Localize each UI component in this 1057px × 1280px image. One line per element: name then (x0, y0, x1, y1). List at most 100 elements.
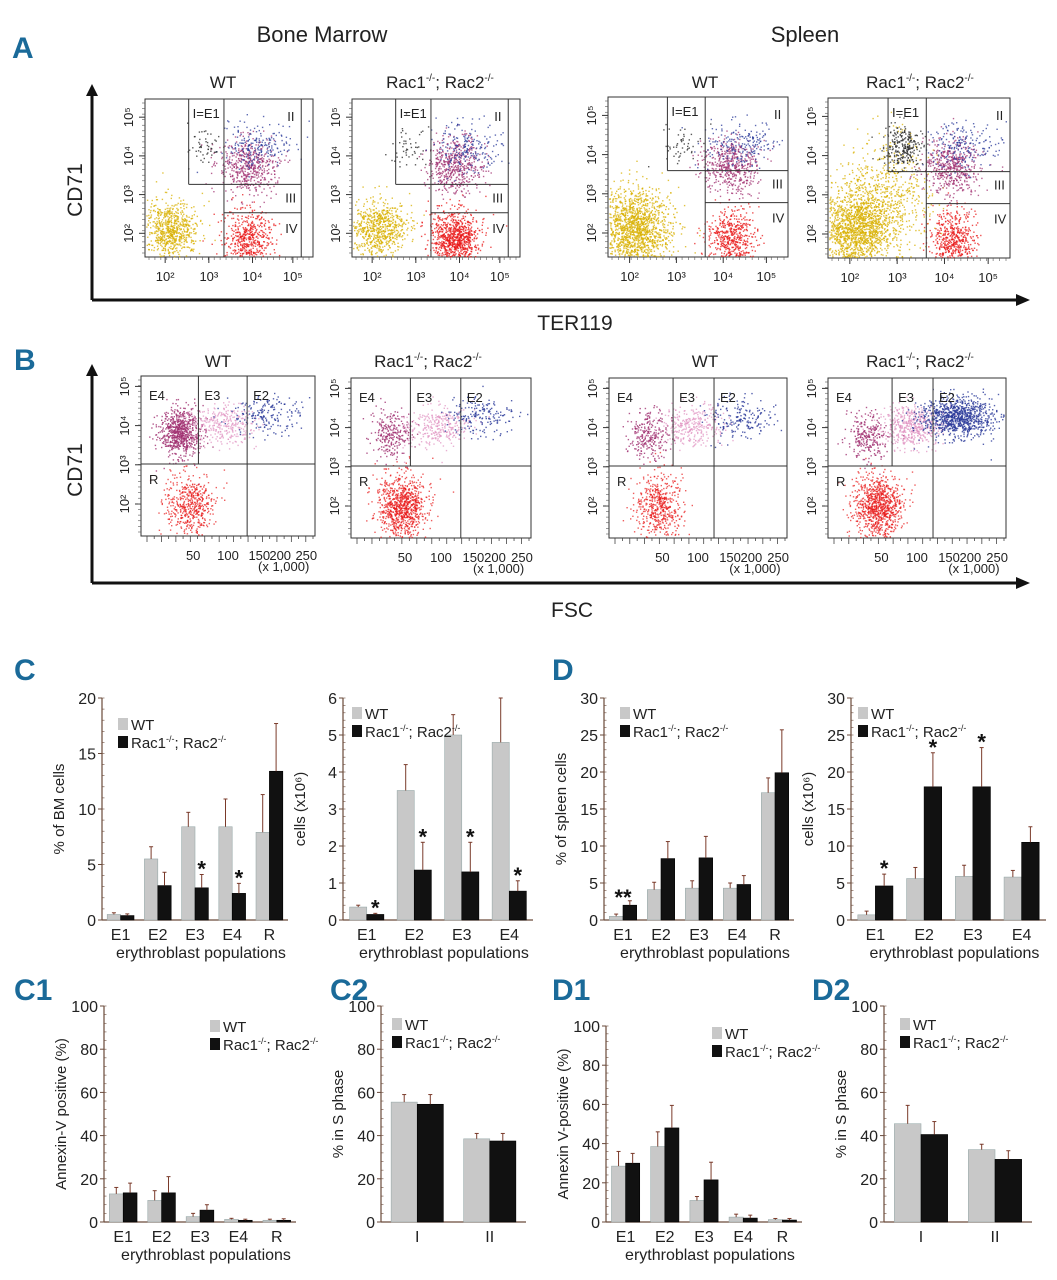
bar-E3-ko (194, 887, 209, 921)
y-tick-label: 5 (328, 728, 337, 745)
legend-label-ko: Rac1-/-; Rac2-/- (405, 1034, 500, 1052)
y-tick-label: 10⁵ (585, 378, 600, 398)
y-tick-label: 2 (328, 839, 337, 856)
y-tick-label: 10⁵ (804, 378, 819, 398)
genotype-label: Rac1-/-; Rac2-/- (374, 352, 482, 371)
x-tick-label: E4 (727, 927, 747, 944)
x-tick-label: E2 (651, 927, 671, 944)
x-tick-label: R (264, 927, 276, 944)
genotype-label: Rac1-/-; Rac2-/- (866, 352, 974, 371)
x-tick-label: E4 (733, 1229, 753, 1246)
bar-I-wt (390, 1101, 418, 1223)
bar-E4-ko (231, 893, 246, 921)
bar-R-ko (782, 1219, 797, 1223)
y-tick-label: 25 (580, 728, 598, 745)
significance-marker: * (419, 824, 428, 849)
bar-E4-wt (728, 1216, 744, 1223)
y-tick-label: 10³ (117, 455, 132, 474)
bar-E4-ko (508, 890, 527, 921)
bar-E1-wt (609, 915, 624, 921)
significance-marker: * (880, 856, 889, 881)
x-tick-label: 10⁵ (490, 269, 510, 284)
legend-label-wt: WT (871, 706, 894, 723)
title-spleen: Spleen (771, 22, 840, 47)
x-tick-label: 10² (840, 270, 859, 285)
genotype-label: WT (692, 352, 718, 371)
significance-marker: * (235, 865, 244, 890)
gate-label-III: III (492, 190, 503, 205)
plot-frame (827, 377, 1007, 539)
x-tick-label: 200 (960, 550, 982, 565)
y-axis-label: % in S phase (330, 1070, 347, 1158)
x-tick-label: 10³ (406, 269, 425, 284)
x-tick-label: E3 (452, 927, 472, 944)
y-tick-label: 0 (89, 1215, 98, 1232)
bar-E4-wt (723, 887, 738, 921)
y-tick-label: 10² (585, 496, 600, 515)
y-tick-label: 20 (78, 691, 96, 708)
legend-swatch-wt (210, 1020, 220, 1032)
bar-E4-wt (218, 826, 233, 921)
x-tick-label: E2 (148, 927, 168, 944)
y-tick-label: 10³ (804, 457, 819, 476)
bar-E2-wt (144, 858, 159, 921)
x-tick-label: E2 (404, 927, 424, 944)
x-tick-label: 10⁵ (978, 270, 998, 285)
genotype-label: Rac1-/-; Rac2-/- (386, 73, 494, 92)
gate-label-E4: E4 (359, 390, 375, 405)
y-tick-label: 10³ (327, 457, 342, 476)
legend-label-ko: Rac1-/-; Rac2-/- (365, 723, 460, 741)
flow-plot-B-3: WT 50 100 150 200 250(x 1,000) 10² 10³ 10⁴ 10⁵ E4 E… (585, 352, 789, 576)
gate-label-II: II (996, 108, 1003, 123)
y-tick-label: 80 (860, 1042, 878, 1059)
x-tick-label: 10³ (888, 270, 907, 285)
x-tick-label: 100 (687, 550, 709, 565)
x-tick-label: I (415, 1229, 419, 1246)
x-tick-label: E3 (694, 1229, 714, 1246)
bar-E3-wt (955, 876, 974, 921)
x-tick-label: E1 (357, 927, 377, 944)
y-tick-label: 10³ (121, 185, 136, 204)
gate-label-E2: E2 (467, 390, 483, 405)
bar-chart-C-right: 0 1 2 3 4 5 6 cells (x10⁶) E1 * E2 * E3 * E4 * erythrobl… (292, 691, 533, 962)
bar-E2-wt (396, 790, 415, 921)
plot-frame (350, 377, 532, 539)
x-tick-label: 200 (484, 550, 506, 565)
y-tick-label: 40 (80, 1129, 98, 1146)
legend-label-wt: WT (223, 1019, 246, 1036)
title-bone-marrow: Bone Marrow (257, 22, 388, 47)
legend-swatch-ko (210, 1038, 220, 1050)
bar-II-ko (994, 1159, 1022, 1223)
gate-label-E3: E3 (416, 390, 432, 405)
x-tick-label: 10² (156, 269, 175, 284)
y-tick-label: 10⁴ (584, 145, 599, 165)
x-tick-label: 10² (363, 269, 382, 284)
y-tick-label: 60 (582, 1097, 600, 1114)
y-tick-label: 10² (804, 496, 819, 515)
bar-E4-wt (224, 1219, 239, 1223)
genotype-label: WT (205, 352, 231, 371)
y-tick-label: 10⁴ (804, 146, 819, 166)
x-tick-label: 10² (620, 269, 639, 284)
gate-label-III: III (994, 178, 1005, 193)
plot-frame (607, 96, 789, 258)
legend-label-wt: WT (725, 1026, 748, 1043)
bar-E1-wt (106, 914, 121, 921)
x-tick-label: 150 (719, 550, 741, 565)
x-tick-label: II (485, 1229, 494, 1246)
y-tick-label: 10⁴ (585, 418, 600, 438)
x-tick-label: E4 (499, 927, 519, 944)
x-tick-label: 10⁵ (283, 269, 303, 284)
bar-E1-ko (120, 915, 135, 921)
y-tick-label: 10⁴ (121, 146, 136, 166)
significance-marker: * (466, 824, 475, 849)
y-tick-label: 30 (827, 691, 845, 708)
gate-label-I: I=E1 (892, 105, 919, 120)
flow-plot-B-4: Rac1-/-; Rac2-/- 50 100 150 200 250(x 1,000) 1… (804, 352, 1008, 576)
y-tick-label: 40 (582, 1137, 600, 1154)
